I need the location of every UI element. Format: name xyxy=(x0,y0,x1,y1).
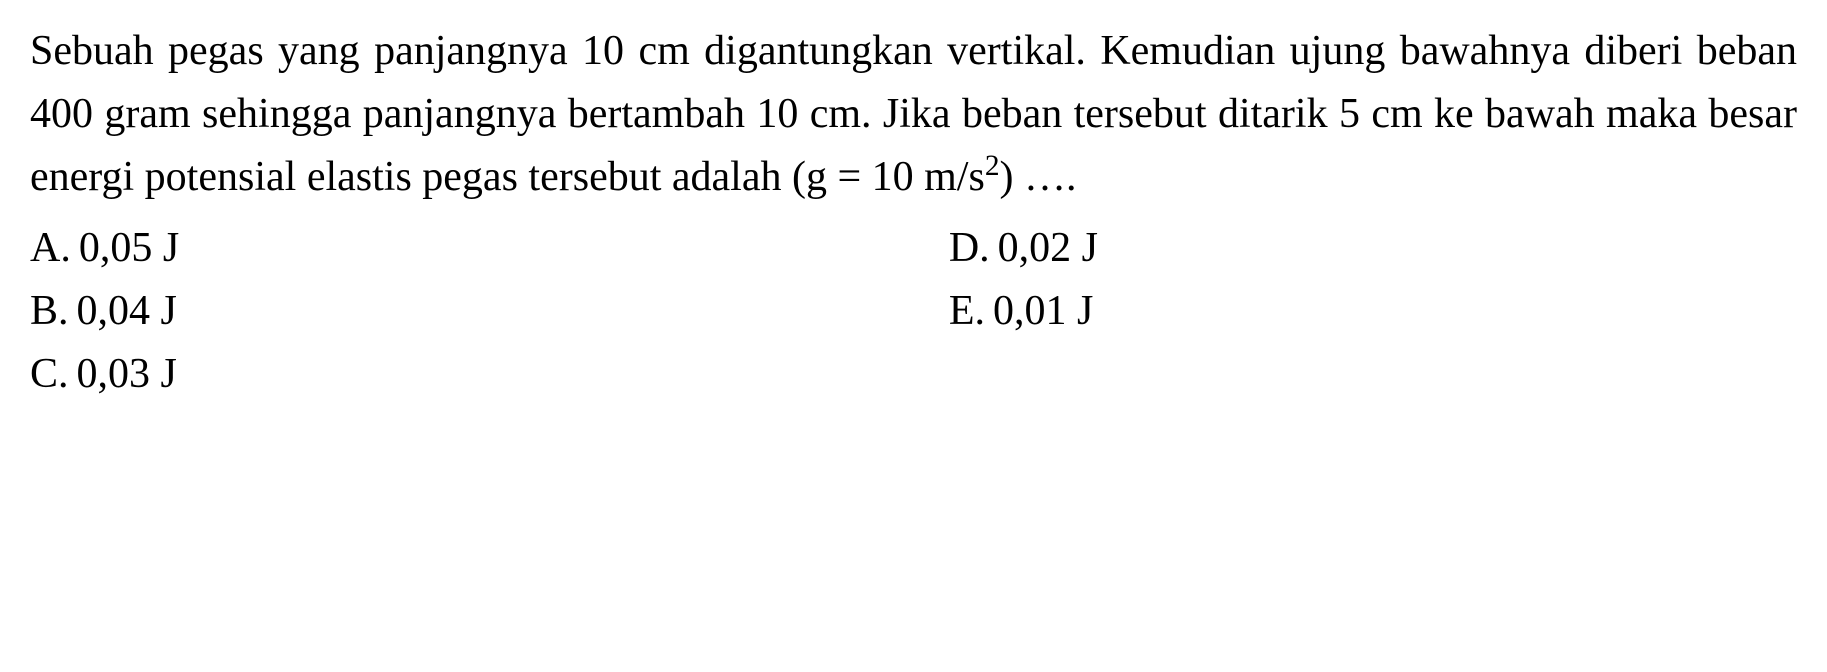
option-a-value: 0,05 J xyxy=(79,217,179,280)
question-superscript: 2 xyxy=(985,150,1000,182)
option-c-label: C. xyxy=(30,343,69,406)
question-part2: ) …. xyxy=(1000,154,1077,200)
option-b-value: 0,04 J xyxy=(77,280,177,343)
option-c-value: 0,03 J xyxy=(77,343,177,406)
option-d-label: D. xyxy=(949,217,990,280)
option-e-value: 0,01 J xyxy=(993,280,1093,343)
option-a: A. 0,05 J xyxy=(30,217,949,280)
options-right-column: D. 0,02 J E. 0,01 J xyxy=(949,217,1797,406)
option-b-label: B. xyxy=(30,280,69,343)
option-d-value: 0,02 J xyxy=(998,217,1098,280)
options-left-column: A. 0,05 J B. 0,04 J C. 0,03 J xyxy=(30,217,949,406)
options-container: A. 0,05 J B. 0,04 J C. 0,03 J D. 0,02 J … xyxy=(30,217,1797,406)
option-b: B. 0,04 J xyxy=(30,280,949,343)
option-a-label: A. xyxy=(30,217,71,280)
option-d: D. 0,02 J xyxy=(949,217,1797,280)
option-e: E. 0,01 J xyxy=(949,280,1797,343)
question-part1: Sebuah pegas yang panjangnya 10 cm digan… xyxy=(30,28,1797,200)
option-c: C. 0,03 J xyxy=(30,343,949,406)
question-text: Sebuah pegas yang panjangnya 10 cm digan… xyxy=(30,20,1797,209)
option-e-label: E. xyxy=(949,280,985,343)
